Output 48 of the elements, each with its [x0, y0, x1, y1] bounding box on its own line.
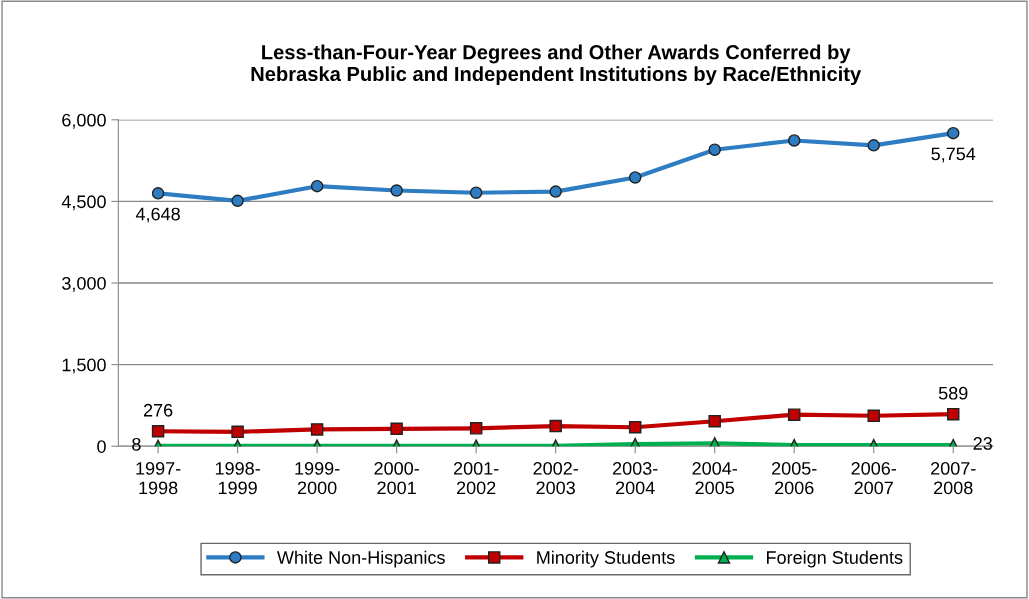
y-tick-label: 1,500 — [62, 358, 106, 374]
chart-title: Less-than-Four-Year Degrees and Other Awards Conferred by Nebraska Public and Independent Institutions by Race/Ethnicity — [251, 44, 862, 86]
x-tick-label: 2006- 2007 — [851, 462, 896, 495]
legend-label: White Non-Hispanics — [276, 550, 445, 568]
point — [628, 420, 642, 434]
point — [708, 414, 721, 428]
data-label: 589 — [938, 386, 968, 400]
data-label: 23 — [973, 437, 992, 450]
point — [867, 409, 880, 423]
point — [390, 422, 403, 436]
y-tick-label: 4,500 — [61, 195, 106, 211]
x-tick-label: 2001- 2002 — [453, 462, 499, 495]
y-tick-label: 0 — [97, 440, 106, 453]
y-tick-label: 6,000 — [62, 113, 106, 129]
x-tick-label: 1999- 2000 — [295, 462, 340, 495]
point — [628, 171, 642, 184]
x-tick-label: 2004- 2005 — [692, 462, 737, 495]
data-label: 8 — [132, 437, 141, 451]
point — [946, 126, 960, 140]
x-tick-label: 2003- 2004 — [612, 462, 658, 495]
point — [549, 185, 562, 198]
point — [310, 179, 324, 193]
data-label: 276 — [143, 403, 173, 417]
x-tick-label: 1997- 1998 — [136, 462, 181, 495]
x-tick-label: 1998- 1999 — [215, 462, 260, 495]
x-tick-label: 2007- 2008 — [931, 462, 976, 495]
point — [787, 408, 801, 421]
point — [946, 407, 960, 421]
point — [231, 194, 244, 208]
x-tick-label: 2000- 2001 — [374, 462, 419, 495]
point — [469, 186, 483, 199]
point — [151, 187, 165, 200]
x-tick-label: 2005- 2006 — [772, 462, 817, 495]
point — [151, 424, 165, 438]
point — [390, 184, 403, 197]
point — [708, 143, 721, 156]
data-label: 4,648 — [135, 207, 180, 223]
point — [231, 425, 244, 439]
legend-label: Minority Students — [537, 550, 675, 568]
point — [310, 423, 324, 436]
data-label: 5,754 — [931, 147, 976, 163]
y-tick-label: 3,000 — [62, 276, 106, 292]
point — [787, 134, 801, 147]
legend-label: Foreign Students — [767, 550, 903, 568]
point — [867, 139, 880, 152]
point — [469, 422, 483, 435]
point — [549, 419, 562, 433]
x-tick-label: 2002- 2003 — [533, 462, 578, 495]
